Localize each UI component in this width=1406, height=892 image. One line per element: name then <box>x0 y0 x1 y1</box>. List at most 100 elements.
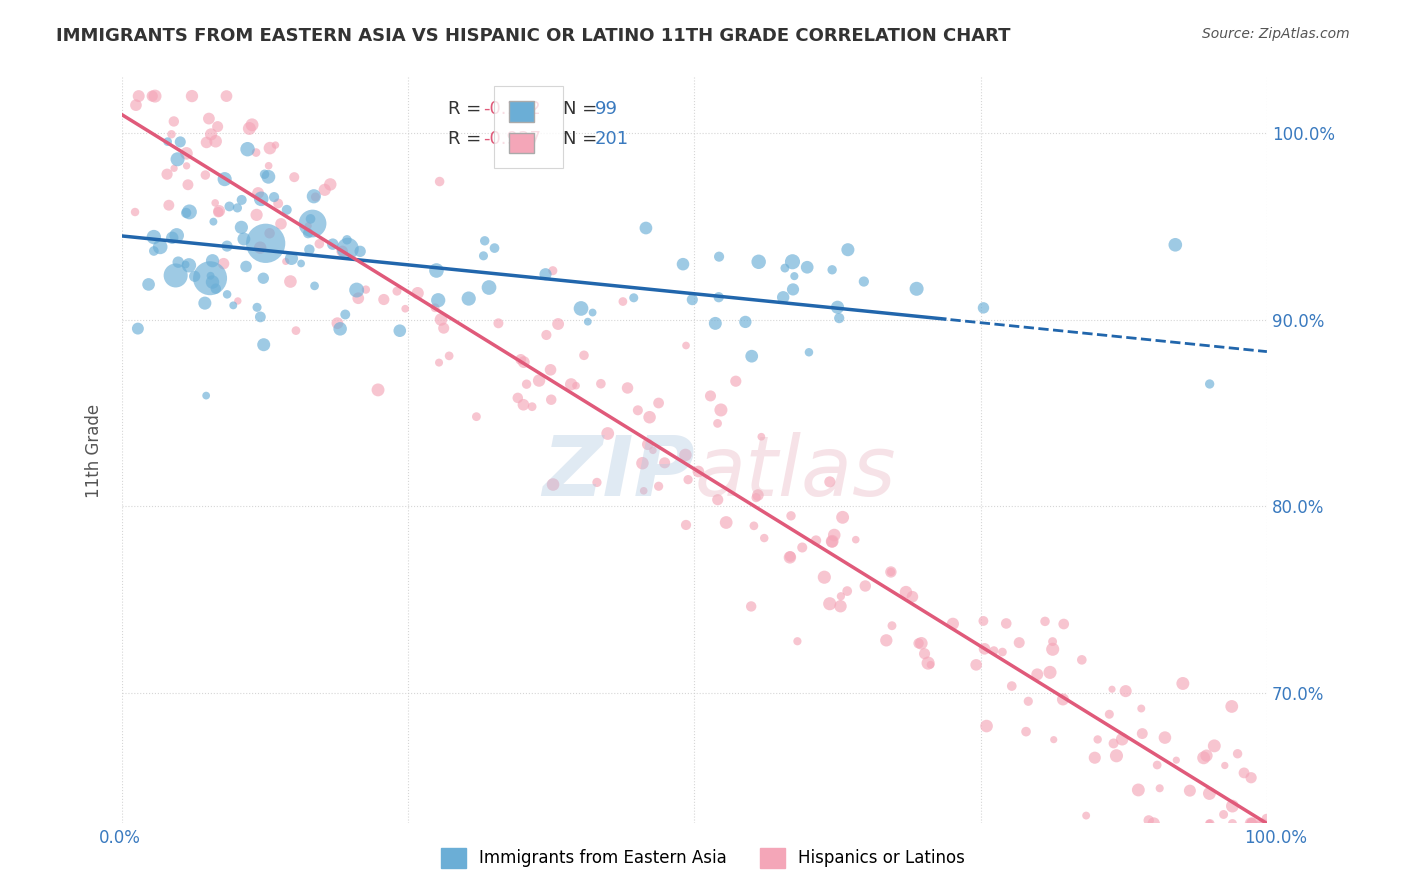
Point <box>616 381 638 395</box>
Point <box>302 189 325 203</box>
Point <box>169 135 191 149</box>
Point <box>207 205 229 219</box>
Point <box>991 645 1014 659</box>
Point <box>782 282 804 296</box>
Point <box>880 565 903 579</box>
Point <box>201 253 224 268</box>
Point <box>714 516 737 530</box>
Point <box>821 262 844 277</box>
Point <box>231 193 253 207</box>
Text: -0.162: -0.162 <box>482 100 540 118</box>
Point <box>527 374 550 388</box>
Point <box>423 301 446 315</box>
Point <box>569 301 592 316</box>
Legend: Immigrants from Eastern Asia, Hispanics or Latinos: Immigrants from Eastern Asia, Hispanics … <box>434 841 972 875</box>
Point <box>1101 682 1123 697</box>
Point <box>1198 376 1220 391</box>
Point <box>478 280 501 294</box>
Point <box>373 293 395 307</box>
Point <box>308 236 330 251</box>
Point <box>647 479 669 493</box>
Point <box>901 590 924 604</box>
Point <box>319 178 342 192</box>
Point <box>263 190 285 204</box>
Point <box>138 277 160 292</box>
Point <box>741 349 763 363</box>
Point <box>252 271 274 285</box>
Point <box>633 483 655 498</box>
Point <box>972 614 994 628</box>
Point <box>218 199 240 213</box>
Point <box>1008 635 1031 649</box>
Point <box>818 597 841 611</box>
Point <box>212 257 235 271</box>
Text: 100.0%: 100.0% <box>1244 829 1308 847</box>
Point <box>907 636 929 650</box>
Point <box>1087 732 1109 747</box>
Point <box>917 656 939 670</box>
Text: IMMIGRANTS FROM EASTERN ASIA VS HISPANIC OR LATINO 11TH GRADE CORRELATION CHART: IMMIGRANTS FROM EASTERN ASIA VS HISPANIC… <box>56 27 1011 45</box>
Point <box>830 589 852 603</box>
Point <box>1198 816 1220 830</box>
Point <box>875 633 897 648</box>
Point <box>253 167 276 181</box>
Point <box>202 214 225 228</box>
Point <box>706 492 728 507</box>
Point <box>141 89 163 103</box>
Point <box>166 228 188 243</box>
Point <box>304 190 326 204</box>
Point <box>1241 816 1264 830</box>
Point <box>1015 724 1038 739</box>
Point <box>1128 783 1150 797</box>
Point <box>748 254 770 268</box>
Point <box>162 231 184 245</box>
Point <box>675 338 697 352</box>
Point <box>783 269 806 284</box>
Point <box>1017 694 1039 708</box>
Point <box>176 159 198 173</box>
Point <box>589 376 612 391</box>
Point <box>506 391 529 405</box>
Point <box>1220 699 1243 714</box>
Point <box>167 255 190 269</box>
Point <box>270 217 292 231</box>
Point <box>586 475 609 490</box>
Point <box>894 585 917 599</box>
Point <box>290 256 312 270</box>
Point <box>540 363 562 377</box>
Point <box>973 641 995 656</box>
Point <box>127 321 149 335</box>
Point <box>1146 758 1168 772</box>
Point <box>176 146 198 161</box>
Point <box>754 531 776 545</box>
Point <box>195 136 218 150</box>
Point <box>1166 753 1188 767</box>
Point <box>125 98 148 112</box>
Point <box>1154 731 1177 745</box>
Point <box>222 298 245 312</box>
Point <box>314 183 336 197</box>
Point <box>1222 816 1244 830</box>
Point <box>1076 808 1098 822</box>
Point <box>195 388 218 402</box>
Point <box>845 533 868 547</box>
Point <box>394 301 416 316</box>
Point <box>706 417 728 431</box>
Point <box>1199 816 1222 830</box>
Point <box>1102 736 1125 750</box>
Point <box>740 599 762 614</box>
Point <box>215 89 238 103</box>
Point <box>1226 747 1249 761</box>
Point <box>1130 726 1153 740</box>
Point <box>831 510 853 524</box>
Point <box>1098 707 1121 722</box>
Point <box>704 317 727 331</box>
Point <box>638 410 661 425</box>
Point <box>796 260 818 275</box>
Point <box>779 550 801 565</box>
Point <box>792 541 814 555</box>
Point <box>276 202 298 217</box>
Point <box>367 383 389 397</box>
Point <box>179 205 201 219</box>
Point <box>1240 771 1263 785</box>
